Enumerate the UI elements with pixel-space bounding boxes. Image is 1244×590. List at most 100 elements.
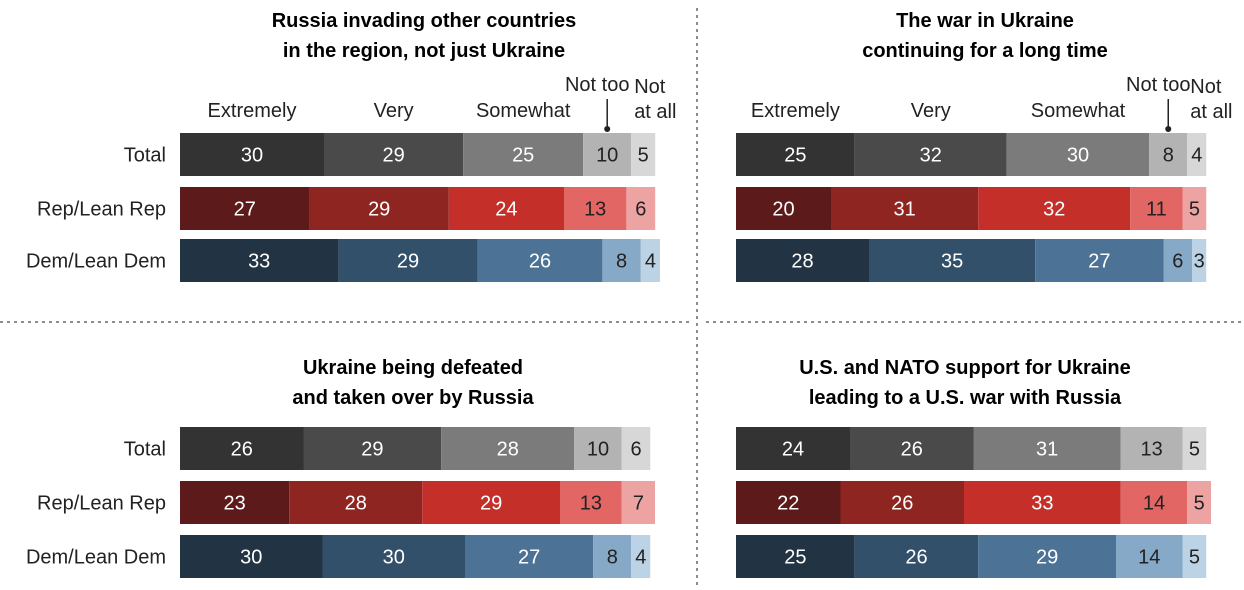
- data-label: 26: [905, 547, 927, 569]
- bar-segment: [465, 535, 594, 578]
- data-label: 26: [231, 439, 253, 461]
- chart-title-line-1: U.S. and NATO support for Ukraine: [799, 357, 1131, 379]
- data-label: 31: [1036, 439, 1058, 461]
- data-label: 25: [512, 145, 534, 167]
- bar-segment: [441, 427, 575, 470]
- data-label: 24: [782, 439, 804, 461]
- data-label: 27: [1088, 251, 1110, 273]
- data-label: 13: [584, 199, 606, 221]
- bar-segment: [1035, 239, 1164, 282]
- chart-title-line-2: continuing for a long time: [862, 40, 1108, 62]
- data-label: 26: [891, 493, 913, 515]
- bar-segment: [1187, 133, 1207, 176]
- bar-segment: [736, 133, 855, 176]
- bar-segment: [1120, 427, 1183, 470]
- bar-segment: [840, 481, 964, 524]
- bar-segment: [180, 133, 324, 176]
- bar-segment: [574, 427, 622, 470]
- bar-segment: [1187, 481, 1211, 524]
- bar-segment: [854, 133, 1007, 176]
- row-label-1: Rep/Lean Rep: [37, 199, 166, 221]
- bar-segment: [303, 427, 442, 470]
- data-label: 33: [248, 251, 270, 273]
- bar-segment: [736, 481, 841, 524]
- chart-title-line-2: and taken over by Russia: [292, 387, 534, 409]
- data-label: 5: [1189, 547, 1200, 569]
- category-header: Not: [1190, 76, 1222, 98]
- data-label: 14: [1143, 493, 1165, 515]
- data-label: 26: [529, 251, 551, 273]
- data-label: 5: [1194, 493, 1205, 515]
- data-label: 30: [241, 145, 263, 167]
- bar-segment: [180, 535, 323, 578]
- data-label: 4: [1191, 145, 1202, 167]
- category-header: at all: [634, 101, 676, 123]
- bar-segment: [1182, 535, 1207, 578]
- row-label-2: Dem/Lean Dem: [26, 251, 166, 273]
- leader-dot: [1165, 126, 1172, 132]
- data-label: 32: [1043, 199, 1065, 221]
- data-label: 29: [397, 251, 419, 273]
- bar-segment: [736, 187, 831, 230]
- data-label: 30: [1067, 145, 1089, 167]
- bar-segment: [324, 133, 464, 176]
- bar-segment: [850, 427, 974, 470]
- bar-segment: [640, 239, 660, 282]
- chart-title-line-2: in the region, not just Ukraine: [283, 40, 565, 62]
- bar-segment: [463, 133, 584, 176]
- bar-segment: [964, 481, 1121, 524]
- bar-segment: [1192, 239, 1207, 282]
- data-label: 7: [633, 493, 644, 515]
- data-label: 10: [587, 439, 609, 461]
- bar-segment: [309, 187, 449, 230]
- bar-segment: [621, 427, 651, 470]
- data-label: 14: [1138, 547, 1160, 569]
- data-label: 5: [1189, 439, 1200, 461]
- data-label: 8: [1163, 145, 1174, 167]
- bar-segment: [869, 239, 1036, 282]
- leader-dot: [604, 126, 611, 132]
- data-label: 24: [495, 199, 517, 221]
- bar-segment: [736, 535, 855, 578]
- bar-segment: [631, 133, 656, 176]
- category-header: at all: [1190, 101, 1232, 123]
- data-label: 3: [1194, 251, 1205, 273]
- data-label: 10: [596, 145, 618, 167]
- bar-segment: [602, 239, 641, 282]
- bar-segment: [322, 535, 465, 578]
- bar-segment: [978, 187, 1131, 230]
- bar-segment: [477, 239, 603, 282]
- data-label: 20: [772, 199, 794, 221]
- bar-segment: [854, 535, 979, 578]
- data-label: 35: [941, 251, 963, 273]
- data-label: 8: [607, 547, 618, 569]
- data-label: 6: [1172, 251, 1183, 273]
- data-label: 28: [497, 439, 519, 461]
- bar-segment: [583, 133, 632, 176]
- data-label: 30: [240, 547, 262, 569]
- row-label-0: Total: [124, 145, 166, 167]
- data-label: 29: [480, 493, 502, 515]
- data-label: 23: [224, 493, 246, 515]
- bar-segment: [1163, 239, 1192, 282]
- bar-segment: [736, 239, 869, 282]
- bar-segment: [1182, 187, 1207, 230]
- bar-segment: [1149, 133, 1188, 176]
- category-header: Somewhat: [1031, 100, 1126, 122]
- data-label: 4: [635, 547, 646, 569]
- data-label: 25: [784, 145, 806, 167]
- category-header: Somewhat: [476, 100, 571, 122]
- category-header: Not too: [1126, 74, 1190, 96]
- category-header: Not too: [565, 74, 629, 96]
- bar-segment: [978, 535, 1116, 578]
- chart-title-line-1: Russia invading other countries: [272, 10, 577, 32]
- bar-segment: [1006, 133, 1150, 176]
- bar-segment: [289, 481, 423, 524]
- data-label: 5: [638, 145, 649, 167]
- data-label: 25: [784, 547, 806, 569]
- bar-segment: [626, 187, 656, 230]
- data-label: 13: [1141, 439, 1163, 461]
- bar-segment: [1120, 481, 1188, 524]
- bar-segment: [180, 187, 310, 230]
